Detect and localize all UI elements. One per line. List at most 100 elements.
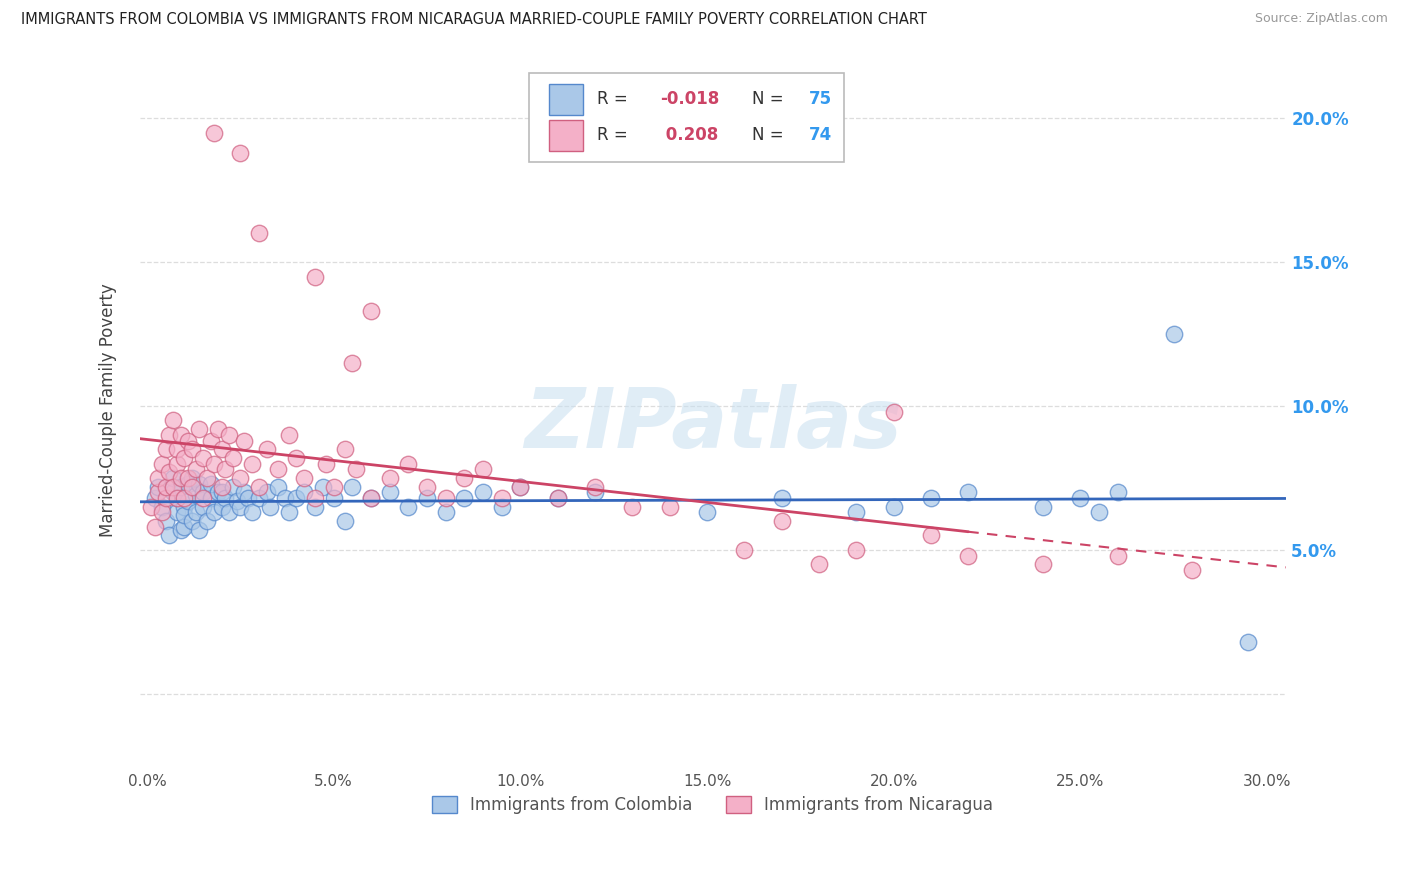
Point xyxy=(148,471,170,485)
Point xyxy=(256,442,278,457)
Text: N =: N = xyxy=(752,90,783,108)
Point xyxy=(173,500,195,514)
Point xyxy=(883,500,905,514)
Point xyxy=(770,491,793,505)
Point xyxy=(472,462,495,476)
Point xyxy=(547,491,569,505)
Point xyxy=(229,471,252,485)
Point xyxy=(808,558,831,572)
Point xyxy=(396,500,419,514)
Point xyxy=(322,491,344,505)
Point xyxy=(150,500,173,514)
Point xyxy=(166,491,188,505)
Text: ZIPatlas: ZIPatlas xyxy=(523,384,901,465)
Point xyxy=(169,471,191,485)
Point xyxy=(162,485,184,500)
Point xyxy=(311,479,333,493)
Point xyxy=(184,488,207,502)
Point xyxy=(274,491,297,505)
Point xyxy=(159,528,181,542)
Point xyxy=(148,479,170,493)
Point xyxy=(920,528,942,542)
Point xyxy=(169,479,191,493)
Point xyxy=(845,542,868,557)
Point xyxy=(222,479,245,493)
Bar xyxy=(548,84,583,115)
Point xyxy=(173,491,195,505)
Point xyxy=(166,505,188,519)
Point xyxy=(453,471,475,485)
Point xyxy=(378,485,401,500)
Point xyxy=(770,514,793,528)
Point xyxy=(180,479,202,493)
Point xyxy=(229,145,252,160)
Point xyxy=(233,485,256,500)
Point xyxy=(191,485,214,500)
Text: 75: 75 xyxy=(808,90,832,108)
Point xyxy=(202,457,225,471)
Point xyxy=(211,442,233,457)
Text: R =: R = xyxy=(598,127,627,145)
FancyBboxPatch shape xyxy=(529,73,845,161)
Point xyxy=(247,227,270,241)
Point xyxy=(162,471,184,485)
Point xyxy=(453,491,475,505)
Point xyxy=(267,462,290,476)
Point xyxy=(696,505,718,519)
Text: 0.208: 0.208 xyxy=(659,127,718,145)
Point xyxy=(1032,558,1054,572)
Point xyxy=(240,505,263,519)
Point xyxy=(267,479,290,493)
Point xyxy=(957,549,980,563)
Point xyxy=(177,494,200,508)
Point xyxy=(658,500,681,514)
Point xyxy=(177,434,200,448)
Point xyxy=(920,491,942,505)
Point xyxy=(292,485,315,500)
Point xyxy=(143,520,166,534)
Point xyxy=(169,523,191,537)
Point xyxy=(200,491,222,505)
Point xyxy=(218,427,240,442)
Point xyxy=(229,500,252,514)
Text: R =: R = xyxy=(598,90,627,108)
Point xyxy=(202,505,225,519)
Point xyxy=(188,422,211,436)
Point xyxy=(166,491,188,505)
Point xyxy=(434,491,457,505)
Point xyxy=(166,442,188,457)
Text: N =: N = xyxy=(752,127,783,145)
Point xyxy=(214,491,236,505)
Point xyxy=(583,485,606,500)
Point xyxy=(247,479,270,493)
Point xyxy=(150,505,173,519)
Point xyxy=(155,442,177,457)
Point xyxy=(200,434,222,448)
Point xyxy=(180,471,202,485)
Point xyxy=(225,494,247,508)
Point xyxy=(207,485,229,500)
Point xyxy=(1107,485,1129,500)
Point xyxy=(315,457,337,471)
Point xyxy=(139,500,162,514)
Point xyxy=(222,450,245,465)
Point xyxy=(292,471,315,485)
Point xyxy=(285,450,308,465)
Point xyxy=(218,505,240,519)
Point xyxy=(1069,491,1091,505)
Point xyxy=(173,450,195,465)
Point xyxy=(177,471,200,485)
Point xyxy=(285,491,308,505)
Point xyxy=(188,523,211,537)
Point xyxy=(378,471,401,485)
Point xyxy=(733,542,755,557)
Point xyxy=(169,427,191,442)
Point xyxy=(166,457,188,471)
Bar xyxy=(548,120,583,151)
Point xyxy=(259,500,281,514)
Point xyxy=(162,413,184,427)
Point xyxy=(211,500,233,514)
Point xyxy=(396,457,419,471)
Point xyxy=(188,476,211,491)
Point xyxy=(191,500,214,514)
